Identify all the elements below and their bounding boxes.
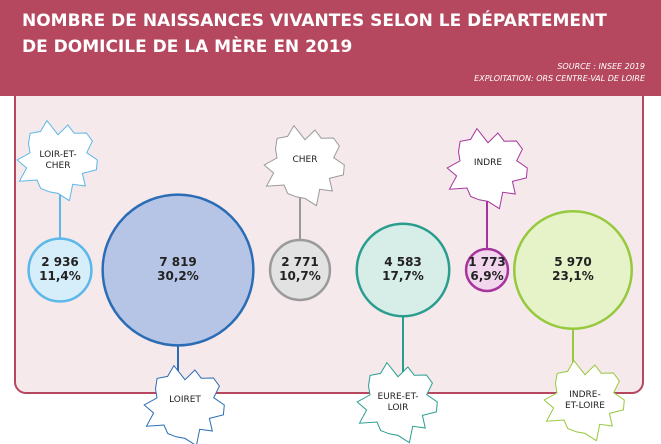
department-map — [263, 124, 345, 207]
share-label: 11,4% — [39, 269, 81, 283]
value-label: 4 583 — [384, 255, 422, 269]
department-map — [143, 364, 225, 444]
bubble — [101, 193, 255, 347]
value-label: 2 936 — [41, 255, 79, 269]
share-label: 30,2% — [157, 269, 199, 283]
bubble — [355, 222, 451, 318]
value-label: 1 773 — [468, 255, 506, 269]
value-label: 5 970 — [554, 255, 592, 269]
header — [0, 0, 661, 96]
value-label: 7 819 — [159, 255, 197, 269]
share-label: 10,7% — [279, 269, 321, 283]
share-label: 6,9% — [470, 269, 503, 283]
department-label: INDRE-ET-LOIRE — [565, 390, 605, 411]
bubble — [464, 247, 510, 293]
department-map — [446, 127, 528, 210]
share-label: 17,7% — [382, 269, 424, 283]
value-label: 2 771 — [281, 255, 319, 269]
department-map — [16, 119, 98, 202]
department-map — [356, 361, 438, 444]
bubble — [27, 237, 93, 303]
share-label: 23,1% — [552, 269, 594, 283]
department-label: EURE-ET-LOIR — [377, 392, 419, 413]
source: SOURCE : INSEE 2019 — [557, 62, 645, 71]
department-label: INDRE — [473, 158, 503, 168]
chart-title: NOMBRE DE NAISSANCES VIVANTES SELON LE D… — [22, 11, 607, 57]
department-label: CHER — [292, 155, 318, 165]
department-map — [543, 359, 625, 442]
bubble — [513, 210, 633, 330]
bubble — [268, 238, 332, 302]
department-label: LOIR-ET-CHER — [39, 150, 77, 171]
department-label: LOIRET — [169, 395, 201, 405]
exploitation: EXPLOITATION: ORS CENTRE-VAL DE LOIRE — [474, 74, 645, 83]
